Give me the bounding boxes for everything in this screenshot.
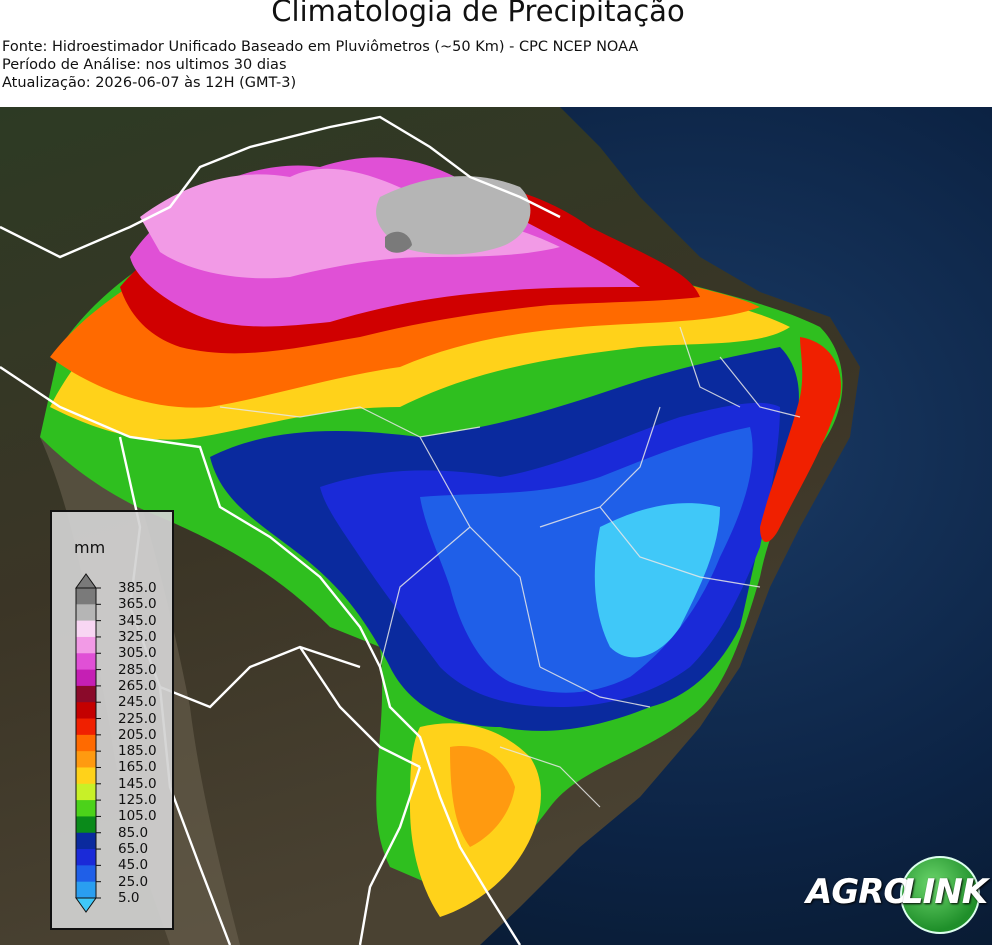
precip-light-blue — [594, 503, 720, 658]
precip-darkgray-spot — [385, 231, 412, 253]
legend-swatch — [76, 751, 96, 768]
legend-tick-label: 85.0 — [118, 824, 149, 841]
updated-text: Atualização: 2026-06-07 às 12H (GMT-3) — [2, 75, 297, 91]
legend-swatch — [76, 653, 96, 671]
legend-swatch — [76, 865, 96, 883]
legend-swatch — [76, 702, 96, 720]
legend-swatch — [76, 588, 96, 605]
legend-tick-label: 125.0 — [118, 792, 157, 809]
legend-tick-label: 5.0 — [118, 890, 140, 906]
legend-colorbar — [75, 573, 101, 913]
legend-unit: mm — [74, 538, 106, 557]
legend-min-arrow — [75, 897, 97, 913]
legend-swatch — [76, 767, 96, 785]
precip-south-orange — [450, 746, 515, 847]
legend-swatch — [76, 620, 96, 638]
legend-tick-label: 65.0 — [118, 841, 149, 858]
legend-tick-label: 185.0 — [118, 743, 157, 760]
legend-tick-label: 25.0 — [118, 873, 149, 890]
legend-tick-label: 205.0 — [118, 726, 157, 743]
legend-swatch — [76, 783, 96, 801]
legend-frame — [75, 587, 97, 899]
legend-tick-label: 385.0 — [118, 580, 157, 596]
legend-swatch — [76, 636, 96, 654]
legend-tick-label: 245.0 — [118, 694, 157, 711]
legend-tick-label: 265.0 — [118, 677, 157, 694]
source-text: Fonte: Hidroestimador Unificado Baseado … — [2, 39, 639, 55]
logo-circle — [900, 856, 980, 934]
state-borders — [219, 326, 801, 808]
legend-tick-label: 225.0 — [118, 710, 157, 727]
legend-max-arrow — [75, 573, 97, 589]
legend-tick-label: 45.0 — [118, 857, 149, 874]
legend-swatch — [76, 881, 96, 899]
logo-text-agro: AGRO — [806, 872, 912, 912]
legend-swatch — [76, 849, 96, 866]
legend-swatch — [76, 669, 96, 687]
legend-swatch — [76, 604, 96, 622]
legend-tick-label: 345.0 — [118, 612, 157, 629]
legend-tick-label: 285.0 — [118, 661, 157, 678]
legend-tick-label: 105.0 — [118, 808, 157, 825]
legend-tick-label: 325.0 — [118, 628, 157, 645]
logo-text-link: LINK — [902, 872, 988, 912]
legend-swatch — [76, 816, 96, 834]
legend-swatch — [76, 734, 96, 752]
agrolink-logo: AGRO LINK — [806, 856, 988, 936]
legend-swatch — [76, 685, 96, 703]
legend-tick-label: 145.0 — [118, 775, 157, 792]
precipitation-map[interactable]: mm 385.0 365.0 345.0 325.0 305.0 285.0 265.0 24… — [0, 107, 992, 945]
legend-tick-label: 305.0 — [118, 645, 157, 662]
legend-tick-label: 165.0 — [118, 759, 157, 776]
precip-gray-north — [376, 176, 531, 255]
legend-swatch — [76, 832, 96, 850]
color-legend: mm 385.0 365.0 345.0 325.0 305.0 285.0 265.0 24… — [50, 510, 174, 930]
precip-east-coast-red — [760, 337, 841, 542]
legend-swatch — [76, 718, 96, 736]
map-title: Climatologia de Precipitação — [271, 0, 685, 28]
legend-tick-label: 365.0 — [118, 596, 157, 613]
legend-swatch — [76, 800, 96, 817]
period-text: Período de Análise: nos ultimos 30 dias — [2, 57, 287, 73]
